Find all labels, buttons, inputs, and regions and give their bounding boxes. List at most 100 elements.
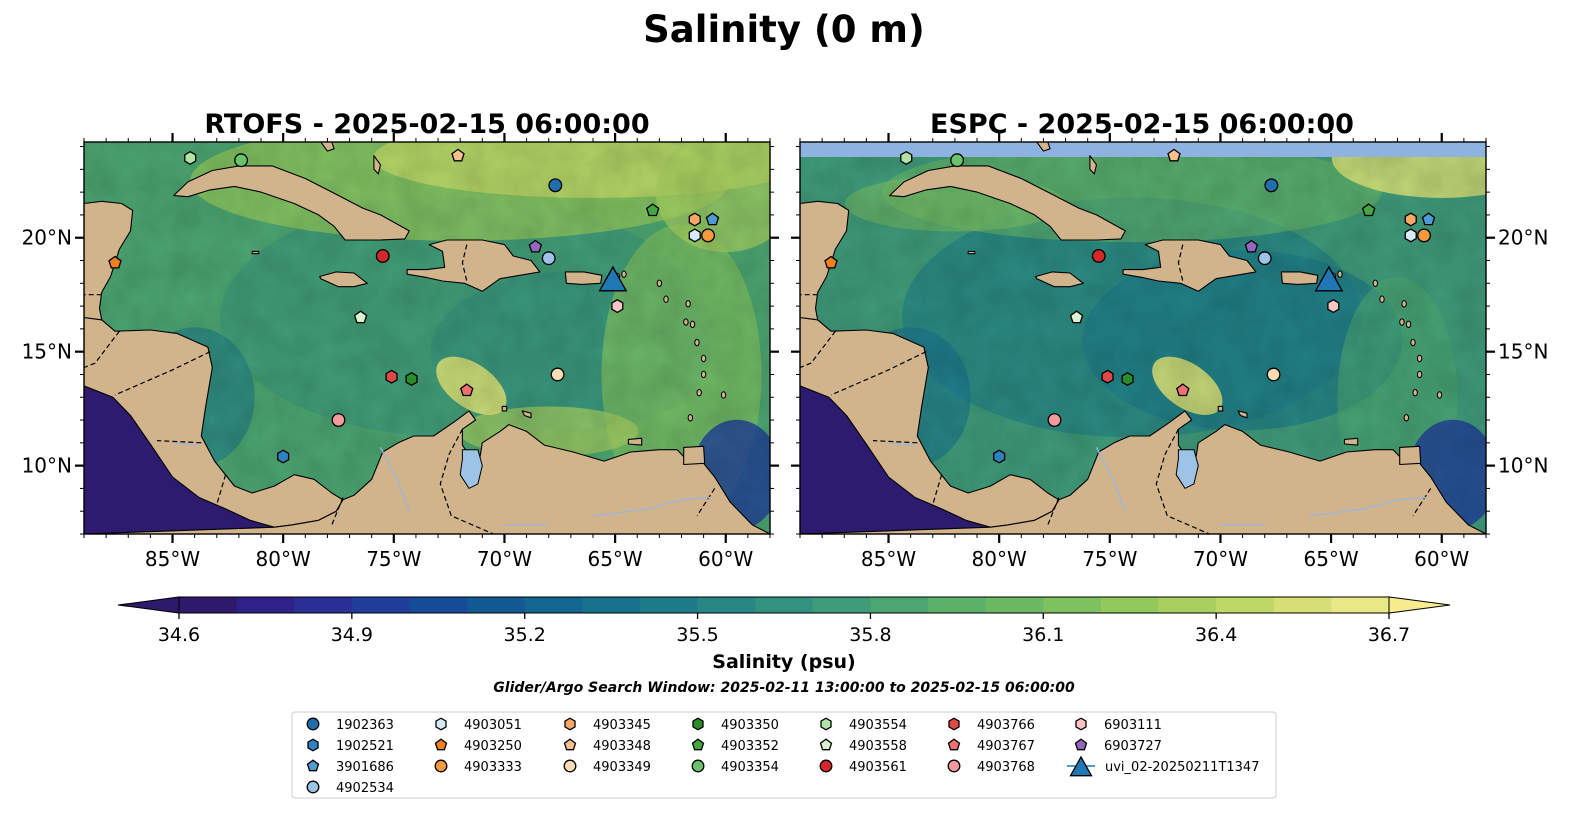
colorbar-segment [640,597,699,613]
platform-4903561 [1091,249,1106,263]
legend-label: 4903354 [721,760,779,775]
colorbar-segment [1273,597,1332,613]
lon-tick-label: 80°W [972,547,1027,571]
platform-4903558 [353,310,368,324]
legend-label: 4903766 [977,718,1035,733]
platform-uvi_02-20250211T1347 [598,265,628,292]
map-ticks-rtofs: 85°W 80°W 75°W 70°W 65°W 60°W 10°N 15°N 20°N [22,133,779,571]
colorbar: 34.6 34.9 35.2 35.5 35.8 36.1 36.4 36.7 [117,596,1451,646]
legend-label: 4903348 [593,739,651,754]
platform-4902534 [541,251,556,266]
platform-3901686 [705,212,720,226]
platform-4903354 [234,153,249,168]
lon-tick-label: 60°W [1414,547,1469,571]
lon-tick-label: 60°W [698,547,753,571]
legend-label: 1902363 [336,718,394,733]
platform-4903768 [331,413,346,427]
legend-item-4903767: 4903767 [947,738,1035,754]
platform-6903111 [611,299,624,314]
legend-label: 6903111 [1104,718,1162,733]
platform-3901686 [1421,212,1436,226]
lon-tick-label: 75°W [366,547,421,571]
platform-4903051 [688,228,701,243]
legend-label: 3901686 [336,760,394,775]
legend-item-4902534: 4902534 [306,780,394,796]
platform-4903767 [460,383,474,397]
lon-tick-label: 75°W [1082,547,1137,571]
colorbar-tick-label: 36.4 [1195,624,1237,646]
platform-6903727 [1244,239,1259,253]
legend-item-4903345: 4903345 [564,717,651,733]
lat-tick-label: 20°N [22,226,72,250]
lon-tick-label: 80°W [256,547,311,571]
lat-tick-label: 15°N [22,340,72,364]
platform-4903250 [108,255,122,269]
legend-label: 4903768 [977,760,1035,775]
platform-1902521 [993,449,1006,464]
platform-4903766 [385,369,398,384]
platform-4903345 [1404,212,1417,227]
legend-item-3901686: 3901686 [306,759,394,775]
platform-4903352 [645,203,660,217]
colorbar-segment [1158,597,1217,613]
legend-label: 4903554 [849,718,907,733]
platform-markers-rtofs [108,148,720,464]
colorbar-segment [409,597,468,613]
colorbar-tick-label: 36.7 [1368,624,1410,646]
colorbar-segment [928,597,987,613]
platform-4903768 [1047,413,1062,427]
legend-label: uvi_02-20250211T1347 [1105,760,1259,775]
legend-label: 4903561 [849,760,907,775]
map-panel-rtofs: RTOFS - 2025-02-15 06:00:00 85°W 80°W 75°W… [22,109,779,571]
colorbar-label: Salinity (psu) [712,651,855,673]
lon-tick-label: 85°W [861,547,916,571]
platform-4903558 [1069,310,1084,324]
legend-label: 4903767 [977,739,1035,754]
legend-item-4903250: 4903250 [434,738,522,754]
colorbar-segment [294,597,353,613]
colorbar-tick-label: 36.1 [1022,624,1064,646]
legend-label: 4903333 [464,760,522,775]
legend-item-1902521: 1902521 [307,738,394,754]
colorbar-tick-label: 35.8 [849,624,891,646]
legend-label: 1902521 [336,739,394,754]
legend-item-4903051: 4903051 [435,717,522,733]
colorbar-segment [1331,597,1390,613]
platform-4903051 [1404,228,1417,243]
colorbar-tick-label: 34.9 [331,624,373,646]
platform-uvi_02-20250211T1347 [1314,265,1344,292]
legend-item-4903558: 4903558 [819,738,907,754]
platform-4903345 [688,212,701,227]
legend-label: 4903352 [721,739,779,754]
platform-1902363 [548,178,563,193]
legend-label: 4903350 [721,718,779,733]
legend-label: 6903727 [1104,739,1162,754]
legend: 1902363 1902521 3901686 4902534 4903051 49032… [291,711,1277,799]
legend-item-4903561: 4903561 [819,759,907,775]
platform-4903349 [1266,367,1281,382]
colorbar-segment [870,597,929,613]
legend-item-4903349: 4903349 [563,759,651,775]
legend-item-6903111: 6903111 [1075,717,1162,733]
map-frame-rtofs [83,141,771,535]
map-frame-espc [799,141,1487,535]
map-ticks-espc: 85°W 80°W 75°W 70°W 65°W 60°W 10°N 15°N 20°N [791,133,1548,571]
colorbar-extend-low [117,596,180,614]
legend-item-4903766: 4903766 [948,717,1035,733]
legend-item-1902363: 1902363 [306,717,394,733]
legend-item-4903768: 4903768 [947,759,1035,775]
colorbar-segment [467,597,526,613]
legend-label: 4903250 [464,739,522,754]
platform-4903348 [451,148,465,162]
colorbar-segment [985,597,1044,613]
lon-tick-label: 65°W [587,547,642,571]
platform-6903111 [1327,299,1340,314]
land-rtofs [84,142,770,534]
platform-4903333 [1417,228,1431,243]
colorbar-segment [755,597,814,613]
legend-label: 4903345 [593,718,651,733]
platform-4903352 [1361,203,1376,217]
platform-4903333 [701,228,715,243]
lon-tick-label: 85°W [145,547,200,571]
